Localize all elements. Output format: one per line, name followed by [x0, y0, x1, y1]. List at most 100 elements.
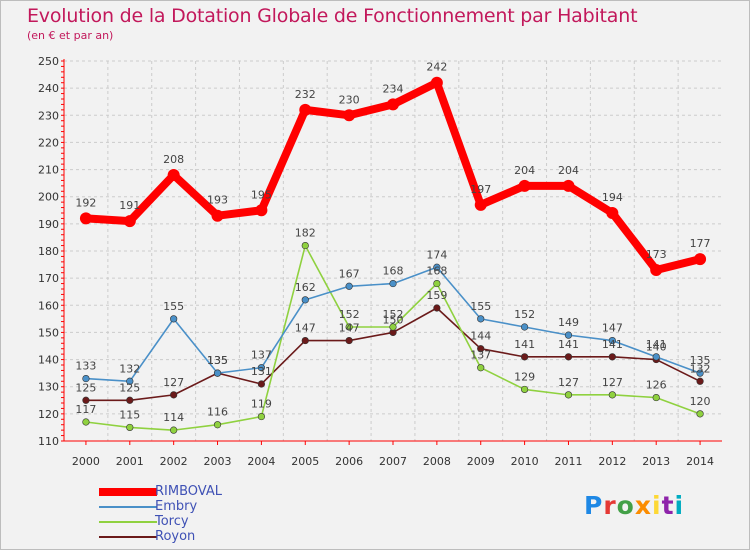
data-point-royon	[82, 396, 90, 404]
data-label-rimboval: 197	[470, 183, 491, 196]
data-point-royon	[126, 396, 134, 404]
data-label-rimboval: 195	[251, 188, 272, 201]
y-tick-label: 140	[38, 354, 59, 367]
data-label-rimboval: 173	[646, 248, 667, 261]
legend-item-royon: Royon	[99, 529, 299, 545]
data-point-embry	[652, 353, 660, 361]
logo-letter: o	[616, 491, 635, 520]
data-label-embry: 155	[163, 300, 184, 313]
legend-label: Torcy	[155, 514, 189, 529]
data-point-embry	[82, 374, 90, 383]
data-point-rimboval	[474, 198, 487, 211]
data-point-rimboval	[299, 103, 312, 116]
x-tick-label: 2000	[72, 455, 100, 468]
data-point-rimboval	[694, 253, 707, 266]
data-label-royon: 135	[207, 354, 228, 367]
data-label-royon: 125	[119, 381, 140, 394]
data-point-rimboval	[211, 209, 224, 222]
y-tick-label: 150	[38, 326, 59, 339]
logo-letter: t	[661, 491, 675, 520]
data-label-embry: 149	[558, 316, 579, 329]
chart-title: Evolution de la Dotation Globale de Fonc…	[27, 5, 638, 27]
data-point-embry	[301, 296, 309, 304]
logo-letter: P	[584, 491, 604, 520]
x-tick-label: 2008	[423, 455, 451, 468]
data-point-royon	[477, 345, 485, 353]
data-label-rimboval: 192	[75, 196, 96, 209]
x-tick-label: 2014	[686, 455, 714, 468]
data-label-royon: 141	[514, 338, 535, 351]
data-label-embry: 174	[426, 248, 447, 261]
data-label-royon: 147	[295, 322, 316, 335]
data-label-torcy: 152	[339, 308, 360, 321]
data-point-embry	[433, 263, 441, 271]
chart-subtitle: (en € et par an)	[27, 29, 114, 42]
data-point-rimboval	[123, 215, 136, 228]
data-point-embry	[170, 315, 178, 323]
data-point-royon	[608, 353, 616, 361]
data-label-embry: 133	[75, 360, 96, 373]
data-point-torcy	[608, 391, 616, 399]
data-point-rimboval	[255, 204, 268, 217]
data-point-rimboval	[79, 212, 92, 225]
data-point-torcy	[126, 423, 134, 432]
data-label-royon: 147	[339, 322, 360, 335]
data-label-torcy: 117	[75, 403, 96, 416]
data-label-rimboval: 194	[602, 191, 623, 204]
data-label-torcy: 114	[163, 411, 184, 424]
data-point-embry	[126, 377, 134, 385]
data-label-rimboval: 232	[295, 88, 316, 101]
data-label-torcy: 119	[251, 398, 272, 411]
legend-label: Embry	[155, 499, 198, 514]
data-point-rimboval	[167, 169, 180, 181]
data-label-embry: 155	[470, 300, 491, 313]
data-point-embry	[257, 364, 266, 372]
data-label-torcy: 182	[295, 227, 316, 240]
data-label-royon: 132	[690, 362, 711, 375]
data-point-embry	[389, 279, 397, 288]
data-label-torcy: 137	[470, 349, 491, 362]
data-point-rimboval	[650, 264, 663, 276]
x-tick-label: 2011	[554, 455, 582, 468]
data-point-royon	[345, 336, 353, 345]
data-label-torcy: 152	[383, 308, 404, 321]
data-label-torcy: 115	[119, 408, 140, 421]
data-label-royon: 144	[470, 330, 491, 343]
x-tick-label: 2007	[379, 455, 407, 468]
data-label-embry: 152	[514, 308, 535, 321]
y-tick-label: 210	[38, 164, 59, 177]
data-point-torcy	[652, 393, 660, 402]
data-point-rimboval	[518, 179, 531, 192]
data-label-rimboval: 193	[207, 194, 228, 207]
legend-item-rimboval: RIMBOVAL	[99, 484, 299, 500]
x-tick-label: 2006	[335, 455, 363, 468]
data-label-rimboval: 208	[163, 153, 184, 166]
data-label-royon: 141	[602, 338, 623, 351]
data-label-rimboval: 191	[119, 199, 140, 212]
data-point-embry	[213, 369, 222, 377]
data-label-rimboval: 177	[690, 237, 711, 250]
y-tick-label: 190	[38, 218, 59, 231]
x-tick-label: 2003	[204, 455, 232, 468]
data-point-rimboval	[430, 76, 443, 89]
data-label-rimboval: 230	[339, 93, 360, 106]
data-label-rimboval: 234	[383, 82, 404, 95]
data-point-royon	[433, 304, 441, 312]
legend-swatch	[99, 488, 157, 496]
data-point-torcy	[213, 421, 222, 429]
data-point-royon	[301, 336, 309, 345]
y-tick-label: 120	[38, 408, 59, 421]
data-point-royon	[257, 380, 266, 388]
y-tick-label: 160	[38, 299, 59, 312]
data-point-embry	[345, 282, 353, 290]
data-point-torcy	[257, 412, 266, 421]
data-point-torcy	[520, 385, 529, 394]
logo-letter: i	[652, 491, 662, 520]
data-point-royon	[696, 377, 704, 385]
legend-swatch	[99, 536, 157, 538]
data-label-embry: 135	[207, 354, 228, 367]
data-label-royon: 141	[558, 338, 579, 351]
data-label-embry: 135	[690, 354, 711, 367]
